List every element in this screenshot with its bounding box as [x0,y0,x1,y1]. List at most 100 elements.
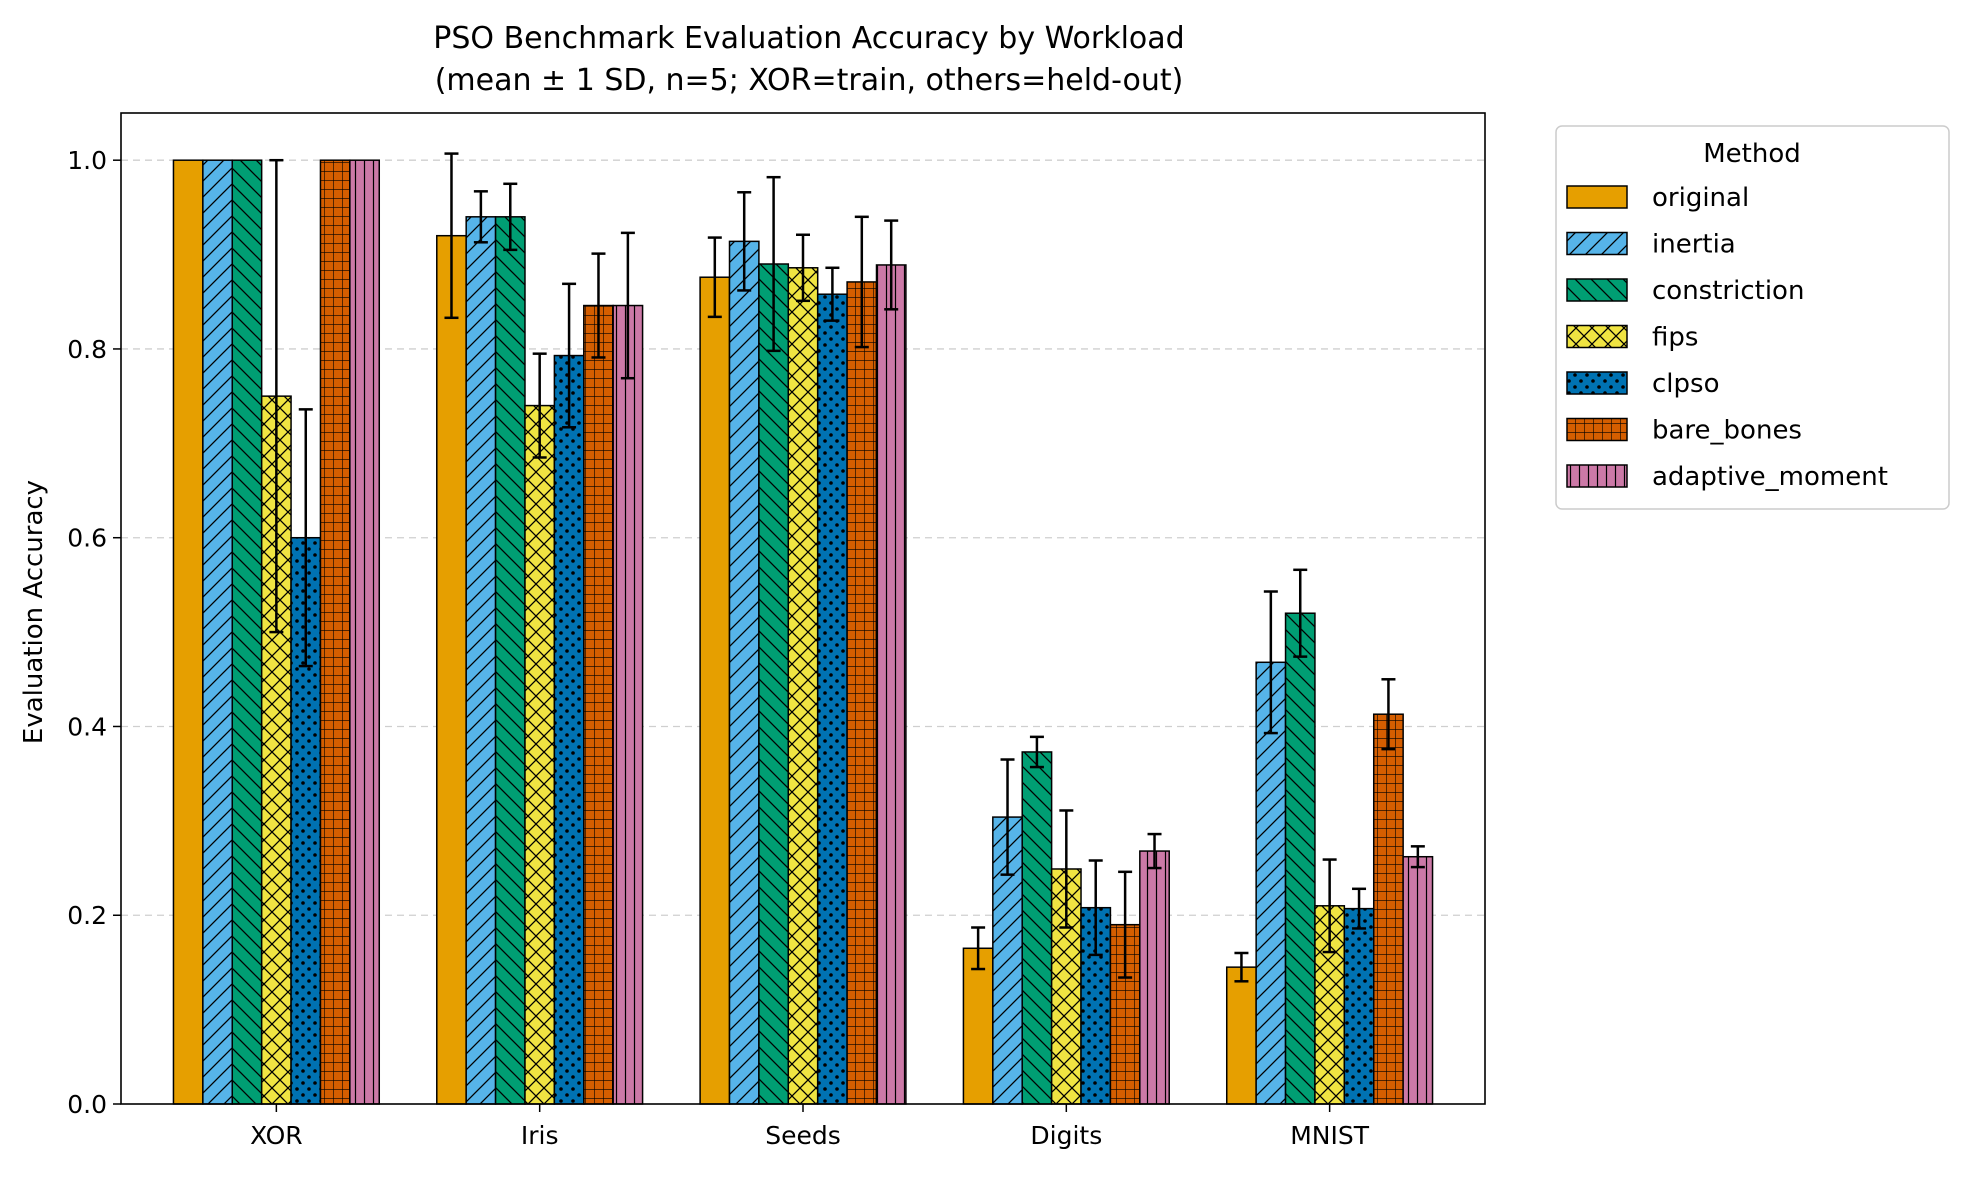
bar-bare_bones-XOR [319,159,351,1105]
bar-constriction-Iris [494,216,526,1105]
x-tick-label: MNIST [1290,1121,1370,1150]
axes: 0.0 0.2 0.4 0.6 0.8 1.0 XOR Iris Seeds Digits MNIS… [67,112,1486,1150]
bar-fill [963,948,993,1104]
chart-subtitle: (mean ± 1 SD, n=5; XOR=train, others=hel… [435,63,1184,98]
error-bar-constriction-MNIST [1293,568,1308,658]
bar-hatch [1403,856,1433,1104]
error-bar-inertia-MNIST [1263,590,1278,735]
bar-constriction-MNIST [1284,612,1316,1105]
error-bars [269,152,1425,983]
bar-bare_bones-MNIST [1372,713,1404,1105]
bar-original-Seeds [699,276,731,1105]
bars [172,159,1434,1105]
legend-label: inertia [1652,230,1736,260]
error-bar-inertia-Seeds [737,191,752,292]
error-bar-clpso-XOR [298,408,313,668]
x-tick-label: Seeds [765,1121,841,1150]
bar-hatch [758,264,789,1104]
error-bar-bare_bones-Iris [591,252,606,359]
bar-adaptive_moment-Iris [612,304,644,1105]
bar-hatch [202,160,233,1104]
bar-constriction-XOR [231,159,263,1105]
error-bar-original-Iris [444,152,459,320]
error-bar-adaptive_moment-MNIST [1410,845,1425,869]
error-bar-fips-Seeds [796,233,810,303]
x-tick-label: Digits [1030,1121,1102,1150]
bar-original-MNIST [1225,966,1257,1105]
bar-inertia-XOR [202,159,234,1105]
legend-items: original inertia constriction fips clpso bare… [1566,183,1888,492]
plot-frame [120,112,1486,1105]
legend-item-inertia: inertia [1566,230,1736,260]
bar-hatch [349,160,380,1104]
error-bar-constriction-Seeds [766,175,781,353]
bar-fips-Iris [524,404,556,1105]
bar-clpso-MNIST [1343,907,1375,1105]
bar-hatch [554,355,584,1104]
bar-bare_bones-Seeds [846,281,878,1105]
y-tick-label: 0.4 [67,712,107,741]
error-bar-clpso-Iris [562,282,577,429]
error-bar-bare_bones-MNIST [1381,678,1396,751]
error-bar-clpso-MNIST [1352,887,1367,930]
error-bar-adaptive_moment-Iris [620,231,635,380]
bar-hatch [1139,851,1170,1104]
legend-label: constriction [1652,276,1804,306]
bar-hatch [1373,714,1404,1104]
bar-hatch [1022,751,1052,1104]
legend-label: clpso [1652,369,1719,399]
legend-label: bare_bones [1652,416,1802,446]
bar-adaptive_moment-Seeds [875,264,907,1105]
bar-inertia-Seeds [728,240,760,1105]
error-bar-fips-Digits [1059,809,1074,929]
bar-clpso-Seeds [816,293,848,1105]
y-tick-label: 0.6 [67,524,107,553]
error-bar-original-Digits [971,926,986,971]
bar-hatch [495,216,525,1105]
bar-hatch [847,281,877,1104]
error-bar-inertia-Digits [1000,758,1015,876]
bar-hatch [320,160,350,1104]
bar-hatch [876,264,906,1104]
legend-item-original: original [1566,183,1749,213]
bar-adaptive_moment-XOR [349,159,381,1105]
bar-hatch [524,405,555,1105]
x-tick-label: Iris [521,1121,559,1150]
error-bar-original-Seeds [707,236,722,319]
bar-bare_bones-Iris [583,304,614,1105]
bar-fill [436,235,467,1104]
y-tick-label: 0.2 [67,901,107,930]
y-tick-label: 1.0 [67,146,107,175]
bar-hatch [817,294,848,1104]
error-bar-original-MNIST [1234,951,1249,983]
legend-label: fips [1652,323,1698,353]
bar-clpso-Iris [553,354,585,1105]
error-bar-bare_bones-Seeds [854,215,869,349]
bar-hatch [1256,662,1286,1104]
y-axis-label: Evaluation Accuracy [19,480,49,744]
x-tick-label: XOR [250,1121,303,1150]
error-bar-constriction-Digits [1029,735,1044,769]
y-tick-label: 0.8 [67,335,107,364]
bar-fill [1226,967,1257,1104]
legend-item-clpso: clpso [1566,369,1719,399]
bar-adaptive_moment-Digits [1139,850,1170,1105]
chart-title: PSO Benchmark Evaluation Accuracy by Wor… [433,21,1184,56]
bar-hatch [613,305,643,1105]
error-bar-inertia-Iris [473,190,488,244]
legend-frame [1555,125,1950,510]
bar-hatch [1285,613,1315,1104]
legend-swatch [1567,186,1627,208]
bar-original-Digits [962,947,994,1105]
bar-hatch [1344,908,1374,1104]
bar-constriction-Digits [1021,751,1053,1105]
legend-item-bare_bones: bare_bones [1566,416,1802,446]
bar-hatch [729,241,759,1104]
legend: Method original inertia constriction fips cl… [1555,125,1950,510]
error-bar-fips-Iris [532,352,547,459]
error-bar-constriction-Iris [503,182,518,252]
legend-label: adaptive_moment [1652,462,1888,492]
error-bar-adaptive_moment-Digits [1147,832,1162,870]
